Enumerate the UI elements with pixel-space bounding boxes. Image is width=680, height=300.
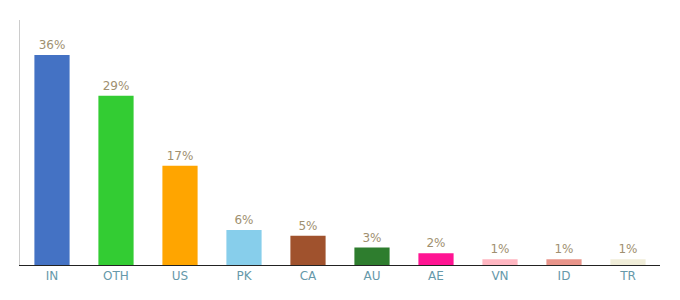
svg-text:VN: VN [491, 269, 508, 283]
svg-text:5%: 5% [298, 219, 317, 233]
svg-text:OTH: OTH [103, 269, 129, 283]
svg-text:1%: 1% [554, 242, 573, 256]
svg-text:17%: 17% [167, 149, 194, 163]
svg-text:36%: 36% [39, 38, 66, 52]
svg-text:AU: AU [364, 269, 381, 283]
svg-text:ID: ID [558, 269, 571, 283]
svg-text:6%: 6% [234, 213, 253, 227]
svg-text:US: US [172, 269, 188, 283]
svg-text:IN: IN [46, 269, 59, 283]
svg-text:AE: AE [428, 269, 444, 283]
svg-text:3%: 3% [362, 231, 381, 245]
svg-text:TR: TR [619, 269, 636, 283]
svg-text:1%: 1% [618, 242, 637, 256]
svg-text:PK: PK [236, 269, 252, 283]
svg-text:29%: 29% [103, 79, 130, 93]
svg-text:CA: CA [300, 269, 317, 283]
svg-text:2%: 2% [426, 236, 445, 250]
svg-text:1%: 1% [490, 242, 509, 256]
